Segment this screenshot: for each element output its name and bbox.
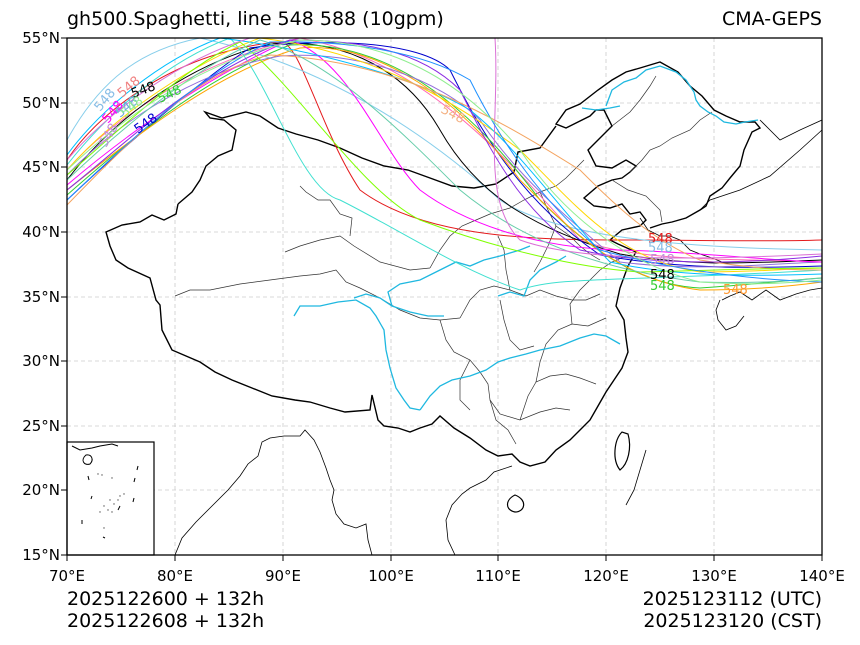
lon-tick: 120°E (583, 567, 629, 585)
valid-time-block: 2025123112 (UTC) 2025123120 (CST) (643, 588, 822, 632)
lon-tick: 70°E (48, 567, 86, 585)
gridlines (67, 38, 822, 555)
contour-label: 548 (648, 241, 673, 256)
init-time-utc: 2025122600 + 132h (67, 588, 265, 610)
lon-tick: 100°E (368, 567, 414, 585)
valid-time-utc: 2025123112 (UTC) (642, 588, 822, 610)
coastlines (174, 119, 822, 555)
lat-tick: 45°N (22, 158, 60, 176)
mongolia-border (177, 110, 557, 205)
contour-label: 548 (650, 279, 675, 294)
valid-time-cst: 2025123120 (CST) (643, 610, 822, 632)
lat-tick: 30°N (22, 352, 60, 370)
lon-tick: 130°E (691, 567, 737, 585)
contour-labels-east: 548 548 548 548 548 548 (648, 232, 748, 298)
contour-label: 548 (648, 232, 673, 247)
lat-tick: 40°N (22, 223, 60, 241)
lon-tick: 90°E (264, 567, 302, 585)
lat-tick: 20°N (22, 481, 60, 499)
init-time-block: 2025122600 + 132h 2025122608 + 132h (67, 588, 264, 632)
lon-tick: 80°E (156, 567, 194, 585)
contour-label: 548 (650, 253, 675, 268)
model-name: CMA-GEPS (721, 8, 822, 30)
china-border (105, 61, 762, 467)
lon-tick: 140°E (799, 567, 845, 585)
lat-tick: 55°N (22, 29, 60, 47)
spaghetti-contours (67, 38, 822, 291)
lat-tick: 35°N (22, 288, 60, 306)
lon-tick: 110°E (475, 567, 521, 585)
init-time-cst: 2025122608 + 132h (67, 610, 265, 632)
province-borders (174, 75, 713, 445)
contour-label: 548 (723, 283, 748, 298)
chart-title: gh500.Spaghetti, line 548 588 (10gpm) (67, 8, 444, 30)
lat-tick: 25°N (22, 417, 60, 435)
south-china-sea-inset (66, 441, 155, 556)
contour-labels-west: 548 548 548 548 548 548 548 548 548 (92, 74, 185, 150)
contour-label: 548 (650, 268, 675, 283)
lat-tick: 15°N (22, 546, 60, 564)
lat-tick: 50°N (22, 94, 60, 112)
